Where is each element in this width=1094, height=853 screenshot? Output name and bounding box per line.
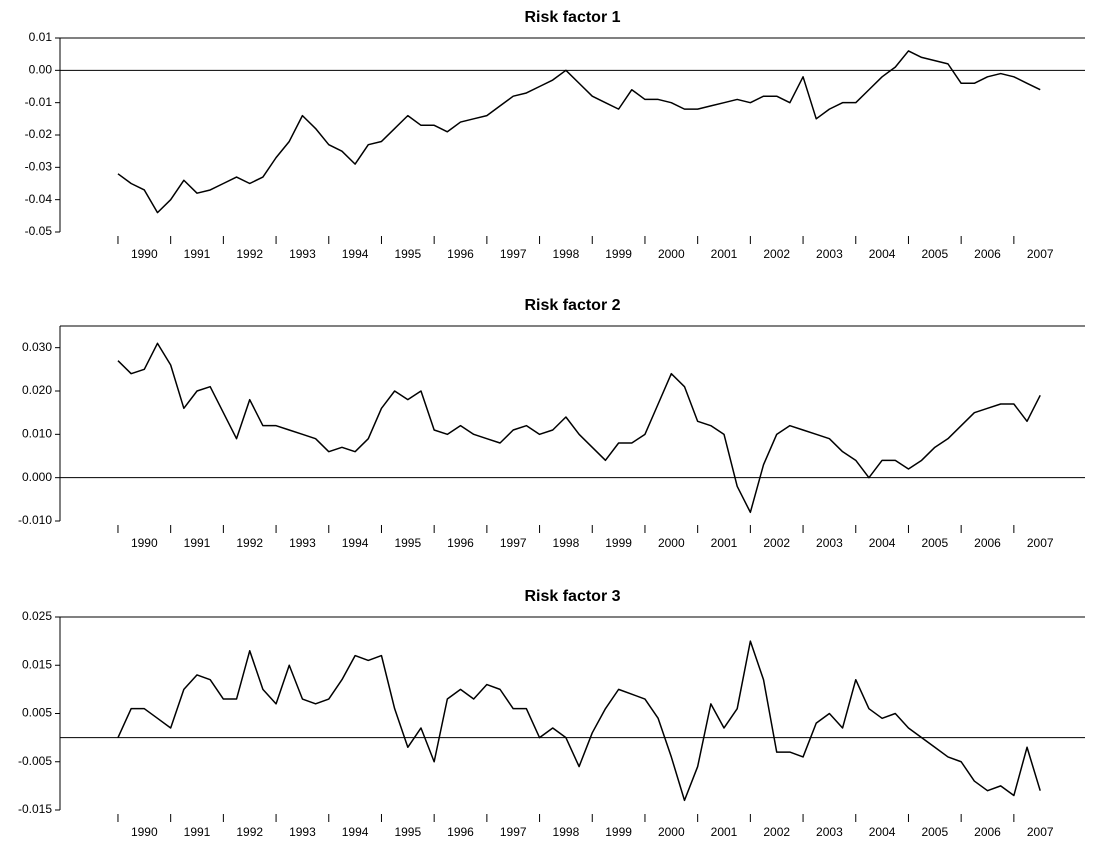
- x-tick-label: 1993: [289, 247, 316, 261]
- series-line: [117, 640, 1041, 802]
- x-tick-label: 1992: [236, 825, 263, 839]
- x-tick-label: 1997: [500, 825, 527, 839]
- x-tick-label: 2006: [974, 247, 1001, 261]
- x-tick-label: 1998: [553, 536, 580, 550]
- y-tick-label: 0.000: [22, 470, 52, 484]
- x-tick-label: 2001: [711, 247, 738, 261]
- x-tick-label: 2007: [1027, 825, 1054, 839]
- x-tick-label: 1998: [553, 247, 580, 261]
- x-tick-label: 1990: [131, 825, 158, 839]
- x-tick-label: 2005: [921, 247, 948, 261]
- x-tick-label: 1994: [342, 247, 369, 261]
- x-tick-label: 2000: [658, 536, 685, 550]
- x-tick-label: 2006: [974, 536, 1001, 550]
- x-tick-label: 1992: [236, 247, 263, 261]
- x-tick-label: 2003: [816, 536, 843, 550]
- y-tick-label: 0.005: [22, 706, 52, 720]
- x-tick-label: 1998: [553, 825, 580, 839]
- x-tick-label: 1994: [342, 536, 369, 550]
- y-tick-label: 0.015: [22, 657, 52, 671]
- x-tick-label: 1991: [184, 536, 211, 550]
- x-tick-label: 1995: [394, 247, 421, 261]
- y-tick-label: 0.00: [29, 63, 53, 77]
- y-tick-label: -0.005: [18, 754, 52, 768]
- y-tick-label: 0.010: [22, 427, 52, 441]
- x-tick-label: 2001: [711, 825, 738, 839]
- x-tick-label: 2007: [1027, 536, 1054, 550]
- x-tick-label: 1996: [447, 536, 474, 550]
- x-tick-label: 1997: [500, 247, 527, 261]
- x-tick-label: 1997: [500, 536, 527, 550]
- x-tick-label: 1995: [394, 825, 421, 839]
- x-tick-label: 2003: [816, 247, 843, 261]
- x-tick-label: 2000: [658, 825, 685, 839]
- x-tick-label: 1990: [131, 536, 158, 550]
- y-tick-label: 0.025: [22, 609, 52, 623]
- x-tick-label: 2005: [921, 825, 948, 839]
- x-tick-label: 2006: [974, 825, 1001, 839]
- x-tick-label: 1991: [184, 825, 211, 839]
- x-tick-label: 1999: [605, 536, 632, 550]
- x-tick-label: 1999: [605, 247, 632, 261]
- x-tick-label: 1995: [394, 536, 421, 550]
- x-tick-label: 2004: [869, 247, 896, 261]
- y-tick-label: -0.01: [25, 95, 53, 109]
- chart-title: Risk factor 3: [524, 588, 620, 605]
- chart-title: Risk factor 1: [524, 9, 620, 26]
- y-tick-label: -0.05: [25, 224, 53, 238]
- x-tick-label: 1994: [342, 825, 369, 839]
- y-tick-label: -0.010: [18, 513, 52, 527]
- x-tick-label: 1999: [605, 825, 632, 839]
- x-tick-label: 1996: [447, 825, 474, 839]
- x-tick-label: 2002: [763, 247, 790, 261]
- x-tick-label: 2005: [921, 536, 948, 550]
- y-tick-label: -0.02: [25, 127, 53, 141]
- y-tick-label: 0.030: [22, 340, 52, 354]
- x-tick-label: 1991: [184, 247, 211, 261]
- x-tick-label: 1993: [289, 825, 316, 839]
- y-tick-label: 0.020: [22, 383, 52, 397]
- x-tick-label: 1990: [131, 247, 158, 261]
- chart-title: Risk factor 2: [524, 297, 620, 314]
- x-tick-label: 1992: [236, 536, 263, 550]
- x-tick-label: 2004: [869, 536, 896, 550]
- y-tick-label: -0.03: [25, 160, 53, 174]
- x-tick-label: 2001: [711, 536, 738, 550]
- x-tick-label: 1993: [289, 536, 316, 550]
- y-tick-label: -0.04: [25, 192, 53, 206]
- x-tick-label: 2002: [763, 536, 790, 550]
- x-tick-label: 2003: [816, 825, 843, 839]
- x-tick-label: 2000: [658, 247, 685, 261]
- x-tick-label: 2007: [1027, 247, 1054, 261]
- y-tick-label: -0.015: [18, 802, 52, 816]
- x-tick-label: 1996: [447, 247, 474, 261]
- x-tick-label: 2002: [763, 825, 790, 839]
- series-line: [117, 50, 1041, 214]
- series-line: [117, 342, 1041, 514]
- y-tick-label: 0.01: [29, 30, 53, 44]
- x-tick-label: 2004: [869, 825, 896, 839]
